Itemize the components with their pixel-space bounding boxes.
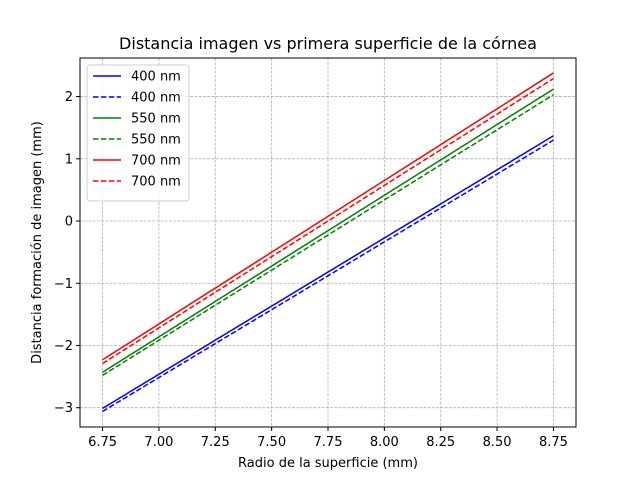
series-line-400-nm-solid	[102, 135, 554, 409]
series-line-550-nm-solid	[102, 88, 554, 373]
y-axis-ticks: −3 −2 −1 0 1 2	[54, 90, 80, 416]
series-line-700-nm-solid	[102, 72, 554, 361]
series-line-700-nm-dashed	[102, 77, 554, 365]
legend-label: 400 nm	[131, 91, 181, 106]
x-tick-label: 8.50	[483, 435, 512, 450]
x-tick-label: 8.75	[539, 435, 568, 450]
legend-box	[86, 64, 190, 202]
y-tick-label: −2	[54, 339, 73, 354]
x-tick-label: 8.00	[370, 435, 399, 450]
x-axis-ticks: 6.75 7.00 7.25 7.50 7.75 8.00 8.25 8.50 8.75	[88, 427, 568, 450]
x-tick-label: 8.25	[426, 435, 455, 450]
legend: 400 nm 400 nm 550 nm 550 nm 700 nm 700 nm	[86, 64, 190, 202]
y-tick-label: −3	[54, 401, 73, 416]
series-layer	[102, 72, 554, 413]
x-tick-label: 7.25	[201, 435, 230, 450]
y-tick-label: 1	[65, 152, 73, 167]
legend-label: 550 nm	[131, 112, 181, 127]
series-line-550-nm-dashed	[102, 94, 554, 376]
legend-label: 550 nm	[131, 133, 181, 148]
x-tick-label: 7.50	[257, 435, 286, 450]
y-tick-label: 2	[65, 90, 73, 105]
y-axis-label: Distancia formación de imagen (mm)	[30, 121, 45, 364]
x-tick-label: 7.00	[144, 435, 173, 450]
series-line-400-nm-dashed	[102, 139, 554, 413]
chart-title: Distancia imagen vs primera superficie d…	[119, 34, 537, 53]
x-axis-label: Radio de la superficie (mm)	[238, 456, 418, 471]
y-tick-label: −1	[54, 277, 73, 292]
y-tick-label: 0	[65, 215, 73, 230]
grid	[80, 58, 576, 427]
x-tick-label: 6.75	[88, 435, 117, 450]
legend-label: 700 nm	[131, 154, 181, 169]
legend-label: 700 nm	[131, 175, 181, 190]
x-tick-label: 7.75	[314, 435, 343, 450]
legend-label: 400 nm	[131, 70, 181, 85]
